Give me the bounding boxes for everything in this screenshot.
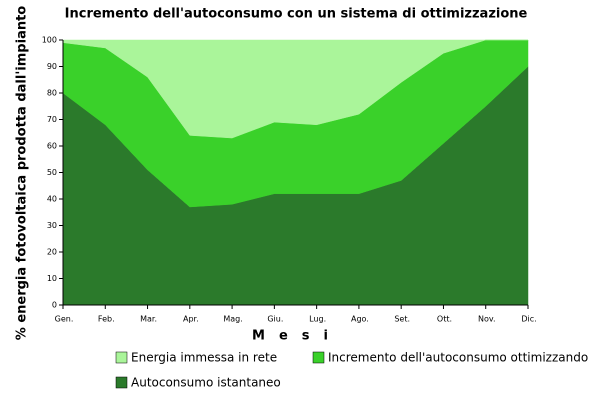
y-axis-title: % energia fotovoltaica prodotta dall'imp…	[15, 6, 30, 341]
x-tick-label: Mar.	[140, 315, 157, 324]
y-tick-label: 50	[47, 168, 57, 177]
y-tick-label: 0	[52, 301, 57, 310]
y-tick-label: 80	[47, 89, 57, 98]
x-tick-label: Set.	[394, 315, 410, 324]
x-tick-label: Lug.	[309, 315, 326, 324]
legend-swatch	[312, 351, 325, 364]
legend-swatch	[115, 376, 128, 389]
chart-title: Incremento dell'autoconsumo con un siste…	[65, 7, 528, 22]
legend-swatch	[115, 351, 128, 364]
x-axis-title: Mesi	[252, 329, 342, 344]
x-tick-label: Dic.	[521, 315, 536, 324]
y-tick-label: 30	[47, 221, 57, 230]
legend-label: Incremento dell'autoconsumo ottimizzando…	[328, 351, 592, 365]
area	[62, 39, 528, 139]
y-tick-label: 70	[47, 115, 57, 124]
x-tick-label: Mag.	[223, 315, 242, 324]
x-tick-label: Feb.	[98, 315, 115, 324]
y-tick-label: 60	[47, 142, 57, 151]
y-tick-label: 20	[47, 248, 57, 257]
x-tick-label: Apr.	[183, 315, 199, 324]
y-tick-label: 40	[47, 195, 57, 204]
y-tick-label: 90	[47, 62, 57, 71]
x-tick-label: Gen.	[55, 315, 74, 324]
y-tick-label: 10	[47, 274, 57, 283]
x-tick-label: Nov.	[478, 315, 496, 324]
x-tick-label: Ago.	[351, 315, 369, 324]
x-tick-label: Ott.	[437, 315, 452, 324]
x-tick-label: Giu.	[267, 315, 283, 324]
legend-label: Autoconsumo istantaneo	[131, 376, 281, 390]
y-tick-label: 100	[42, 36, 57, 45]
legend-label: Energia immessa in rete	[131, 351, 277, 365]
